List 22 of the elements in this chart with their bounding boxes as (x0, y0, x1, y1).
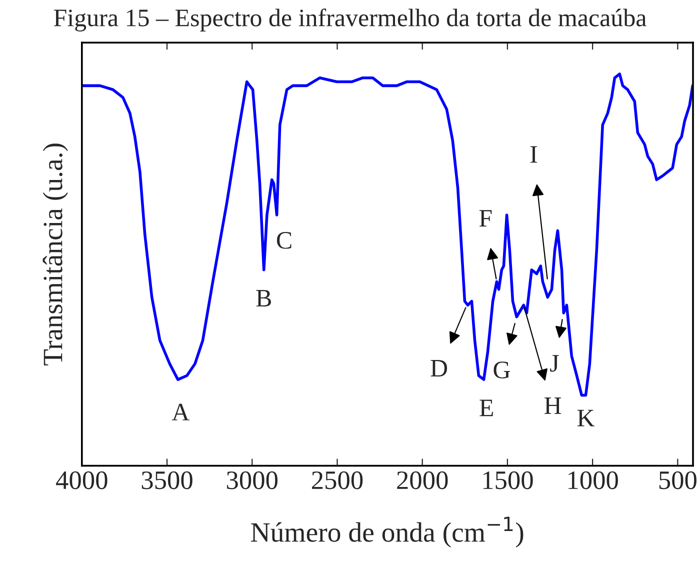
x-tick-label: 4000 (56, 471, 108, 490)
annotation: G (494, 362, 510, 378)
annotation: I (530, 146, 538, 163)
x-tick-label: 2500 (312, 471, 363, 490)
annotation: F (479, 210, 492, 227)
annotation: C (276, 232, 292, 249)
y-axis-title: Transmitância (u.a.) (42, 144, 68, 366)
x-tick-label: 2000 (397, 471, 448, 490)
x-tick-label: 1000 (568, 471, 618, 490)
x-tick-label: 3000 (226, 471, 278, 490)
x-tick-label: 3500 (142, 471, 192, 490)
chart-title: Figura 15 – Espectro de infravermelho da torta de macaúba (54, 8, 646, 32)
annotation: K (577, 410, 595, 426)
annotation: H (544, 398, 562, 414)
annotation: E (480, 400, 493, 416)
x-axis-title: Número de onda (cm$^{−1}$) (251, 516, 524, 548)
x-tick-label: 1500 (483, 471, 533, 490)
annotation: D (430, 360, 448, 376)
annotation: A (172, 404, 190, 420)
annotation: B (256, 290, 271, 306)
x-tick-label: 500 (659, 471, 696, 490)
annotation: J (550, 355, 559, 372)
